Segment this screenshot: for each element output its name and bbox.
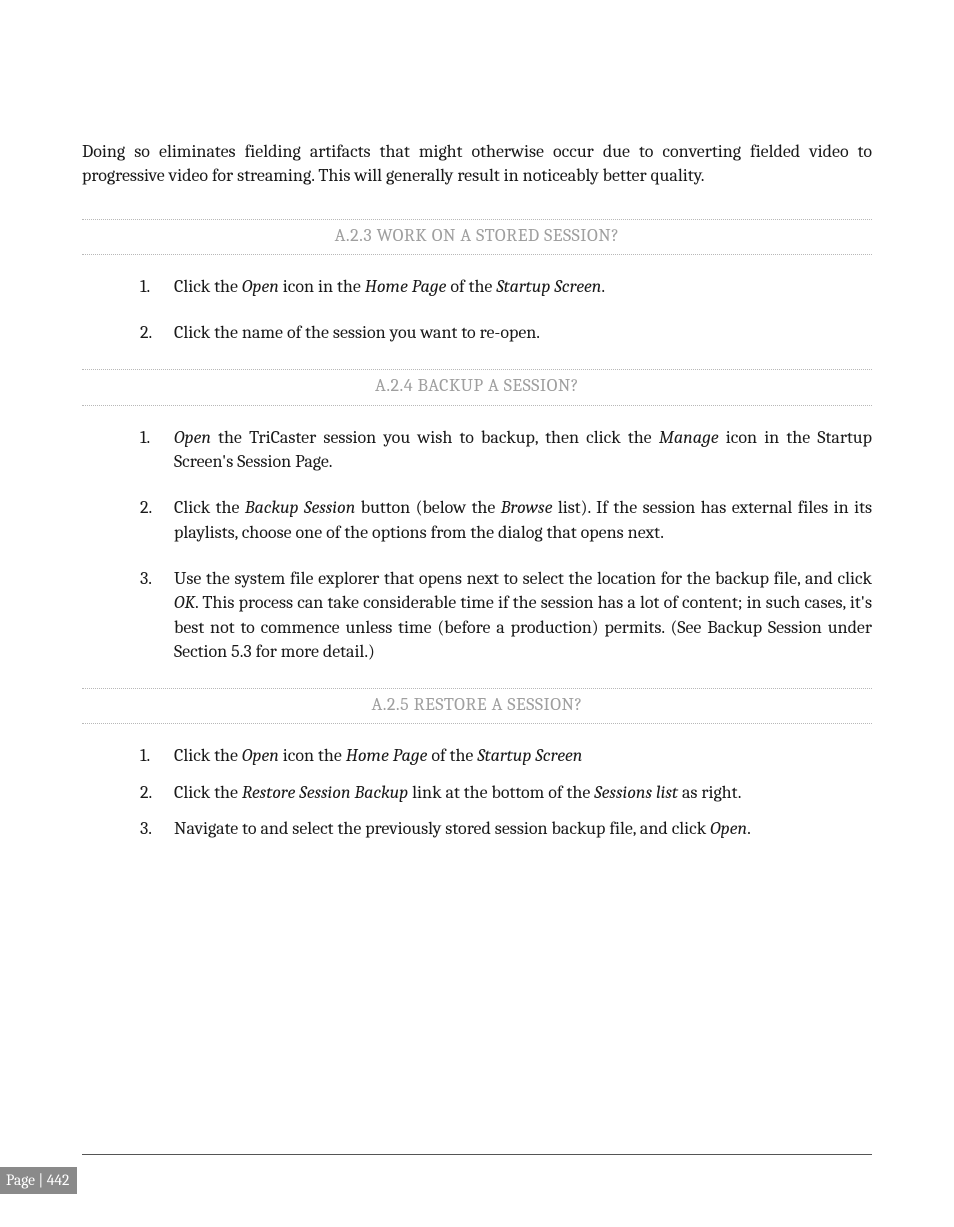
italic-text: Startup Screen (477, 745, 582, 766)
italic-text: Open (710, 818, 747, 839)
text-run: Click the name of the session you want t… (174, 322, 540, 343)
text-run: Navigate to and select the previously st… (174, 818, 710, 839)
list-text: Click the Open icon in the Home Page of … (174, 275, 872, 299)
list-text: Open the TriCaster session you wish to b… (174, 426, 872, 475)
italic-text: Manage (659, 427, 719, 448)
text-run: button (below the (355, 497, 501, 518)
list-item: 1.Click the Open icon in the Home Page o… (140, 275, 872, 299)
footer-rule (82, 1154, 872, 1155)
italic-text: Open (242, 745, 279, 766)
list-number: 3. (140, 567, 174, 664)
list-number: 3. (140, 817, 174, 841)
list-text: Click the name of the session you want t… (174, 321, 872, 345)
italic-text: Restore Session Backup (242, 782, 408, 803)
text-run: Use the system file explorer that opens … (174, 568, 872, 589)
text-run: . (601, 276, 605, 297)
italic-text: Sessions list (594, 782, 678, 803)
text-run: Click the (174, 276, 242, 297)
section-heading: A.2.5 RESTORE A SESSION? (82, 693, 872, 717)
sections-container: A.2.3 WORK ON A STORED SESSION?1.Click t… (82, 219, 872, 842)
text-run: icon the (279, 745, 346, 766)
italic-text: Open (174, 427, 211, 448)
text-run: . (747, 818, 751, 839)
list-item: 3.Navigate to and select the previously … (140, 817, 872, 841)
page-number-badge: Page | 442 (0, 1167, 77, 1194)
numbered-list: 1.Click the Open icon the Home Page of t… (82, 744, 872, 841)
list-number: 2. (140, 781, 174, 805)
section-heading-wrap: A.2.5 RESTORE A SESSION? (82, 688, 872, 724)
text-run: Click the (174, 497, 245, 518)
list-text: Click the Open icon the Home Page of the… (174, 744, 872, 768)
list-text: Navigate to and select the previously st… (174, 817, 872, 841)
list-item: 2.Click the name of the session you want… (140, 321, 872, 345)
list-item: 1.Click the Open icon the Home Page of t… (140, 744, 872, 768)
text-run: Click the (174, 782, 242, 803)
text-run: as right. (678, 782, 742, 803)
italic-text: Browse (501, 497, 553, 518)
list-item: 2.Click the Restore Session Backup link … (140, 781, 872, 805)
list-item: 3.Use the system file explorer that open… (140, 567, 872, 664)
list-number: 2. (140, 321, 174, 345)
numbered-list: 1.Open the TriCaster session you wish to… (82, 426, 872, 664)
list-text: Click the Backup Session button (below t… (174, 496, 872, 545)
italic-text: Startup Screen (496, 276, 601, 297)
section-heading: A.2.4 BACKUP A SESSION? (82, 374, 872, 398)
list-text: Click the Restore Session Backup link at… (174, 781, 872, 805)
list-number: 1. (140, 744, 174, 768)
intro-paragraph: Doing so eliminates fielding artifacts t… (82, 140, 872, 189)
italic-text: Home Page (346, 745, 428, 766)
list-item: 1.Open the TriCaster session you wish to… (140, 426, 872, 475)
text-run: of the (446, 276, 496, 297)
text-run: the TriCaster session you wish to backup… (211, 427, 659, 448)
list-number: 2. (140, 496, 174, 545)
text-run: icon in the (279, 276, 365, 297)
list-number: 1. (140, 275, 174, 299)
text-run: Click the (174, 745, 242, 766)
text-run: link at the bottom of the (408, 782, 594, 803)
list-number: 1. (140, 426, 174, 475)
section-heading: A.2.3 WORK ON A STORED SESSION? (82, 224, 872, 248)
italic-text: Home Page (365, 276, 447, 297)
italic-text: OK (174, 592, 195, 613)
text-run: . This process can take considerable tim… (174, 592, 872, 662)
list-item: 2.Click the Backup Session button (below… (140, 496, 872, 545)
section-heading-wrap: A.2.4 BACKUP A SESSION? (82, 369, 872, 405)
section-heading-wrap: A.2.3 WORK ON A STORED SESSION? (82, 219, 872, 255)
list-text: Use the system file explorer that opens … (174, 567, 872, 664)
italic-text: Backup Session (245, 497, 355, 518)
italic-text: Open (242, 276, 279, 297)
text-run: of the (427, 745, 477, 766)
numbered-list: 1.Click the Open icon in the Home Page o… (82, 275, 872, 346)
